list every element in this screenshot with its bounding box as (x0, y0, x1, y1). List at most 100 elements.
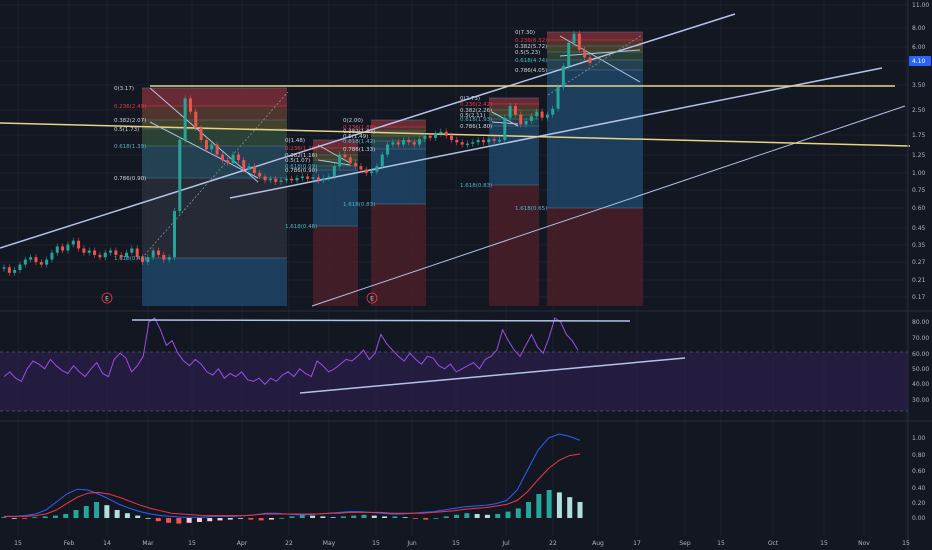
fib-zone (142, 146, 287, 178)
candle-body (220, 154, 224, 161)
candle-body (183, 98, 187, 141)
macd-hist-bar (361, 514, 367, 518)
candle-body (386, 144, 390, 155)
macd-hist-bar (412, 518, 418, 519)
fib-zone (547, 60, 643, 70)
candle-body (130, 248, 134, 253)
candle-body (556, 87, 560, 109)
macd-hist-bar (176, 518, 182, 524)
candle-body (178, 140, 182, 212)
candle-body (268, 178, 272, 181)
candle-body (481, 140, 485, 143)
trendline-main-up (0, 13, 736, 249)
candle-body (135, 248, 139, 258)
candle-body (194, 111, 198, 128)
macd-hist-bar (320, 516, 326, 518)
candle-body (55, 246, 59, 253)
candle-body (359, 166, 363, 170)
fib-level-label: 0(7.30) (515, 30, 535, 36)
time-tick-label: Jul (501, 540, 510, 547)
macd-hist-bar (443, 516, 449, 518)
candle-body (529, 116, 533, 121)
fib-zone (371, 120, 426, 127)
candle-body (572, 33, 576, 43)
fib-level-label: 0.236(2.42) (460, 102, 492, 108)
fib-zone (371, 204, 426, 306)
candle-body (471, 142, 475, 144)
time-tick-label: Jun (406, 540, 417, 547)
candle-body (109, 250, 113, 253)
time-tick-label: 15 (14, 540, 22, 547)
candle-body (540, 111, 544, 118)
earnings-marker[interactable] (101, 292, 113, 304)
rsi-tick-label: 30.00 (912, 397, 929, 404)
macd-hist-bar (52, 515, 58, 518)
macd-hist-bar (196, 518, 202, 522)
candle-body (434, 133, 438, 138)
candle-body (375, 166, 379, 172)
macd-hist-bar (73, 510, 79, 518)
macd-hist-bar (258, 518, 264, 521)
fib-level-label: 0.5(1.07) (285, 158, 310, 164)
macd-hist-bar (63, 514, 69, 518)
fib-zone (489, 98, 539, 104)
candle-body (561, 66, 565, 88)
candle-body (141, 257, 145, 263)
candle-body (82, 248, 86, 253)
rsi-tick-label: 60.00 (912, 351, 929, 358)
candle-body (172, 211, 176, 258)
fib-level-label: 0.382(5.72) (515, 44, 547, 50)
fib-level-label: 0.618(1.39) (114, 144, 146, 150)
macd-hist-bar (289, 516, 295, 518)
candle-body (284, 178, 288, 181)
candle-body (29, 257, 33, 260)
price-tick-label: 0.35 (912, 242, 926, 249)
candle-body (87, 250, 91, 253)
time-tick-label: 15 (452, 540, 460, 547)
candle-body (508, 106, 512, 118)
price-axis: 11.00 8.00 6.00 4.10 3.50 2.50 1.75 1.25 1.00 0.7… (909, 2, 931, 522)
macd-hist-bar (433, 518, 439, 519)
fib-level-label: 0.236(2.49) (114, 104, 146, 110)
macd-tick-label: 1.00 (912, 435, 926, 442)
macd-hist-bar (32, 517, 38, 518)
candle-body (444, 131, 448, 136)
rsi-tick-label: 70.00 (912, 335, 929, 342)
fib-zone (489, 119, 539, 126)
fib-zone (547, 40, 643, 46)
macd-hist-bar (536, 494, 542, 518)
candle-body (252, 166, 256, 173)
candle-body (418, 139, 422, 145)
candle-body (428, 135, 432, 138)
candle-body (114, 250, 118, 255)
candle-body (545, 114, 549, 118)
candle-body (348, 157, 352, 164)
fib-zone (489, 185, 539, 306)
price-tick-label: 0.21 (912, 277, 926, 284)
candle-body (402, 140, 406, 145)
earnings-marker-label: E (370, 296, 374, 303)
rsi-line (3, 317, 579, 386)
candle-body (156, 250, 160, 255)
macd-hist-bar (454, 514, 460, 518)
rsi-tick-label: 80.00 (912, 319, 929, 326)
price-tick-label: 0.60 (912, 205, 926, 212)
trendline-lower-up (311, 105, 906, 307)
candle-body (61, 246, 65, 251)
trendline-wedge-1a (149, 87, 259, 183)
fib-level-label: 0.5(5.23) (515, 50, 540, 56)
macd-pane (1, 433, 583, 524)
price-tick-label: 1.75 (912, 132, 926, 139)
candle-body (263, 176, 267, 181)
macd-hist-bar (135, 515, 141, 518)
fib-zone (489, 115, 539, 119)
earnings-marker[interactable] (366, 292, 378, 304)
fib-level-label: 0.618(0.99) (285, 164, 317, 170)
macd-hist-bar (567, 497, 573, 518)
fib-zone (142, 178, 287, 258)
macd-tick-label: 0.60 (912, 468, 926, 475)
macd-hist-bar (83, 506, 89, 518)
